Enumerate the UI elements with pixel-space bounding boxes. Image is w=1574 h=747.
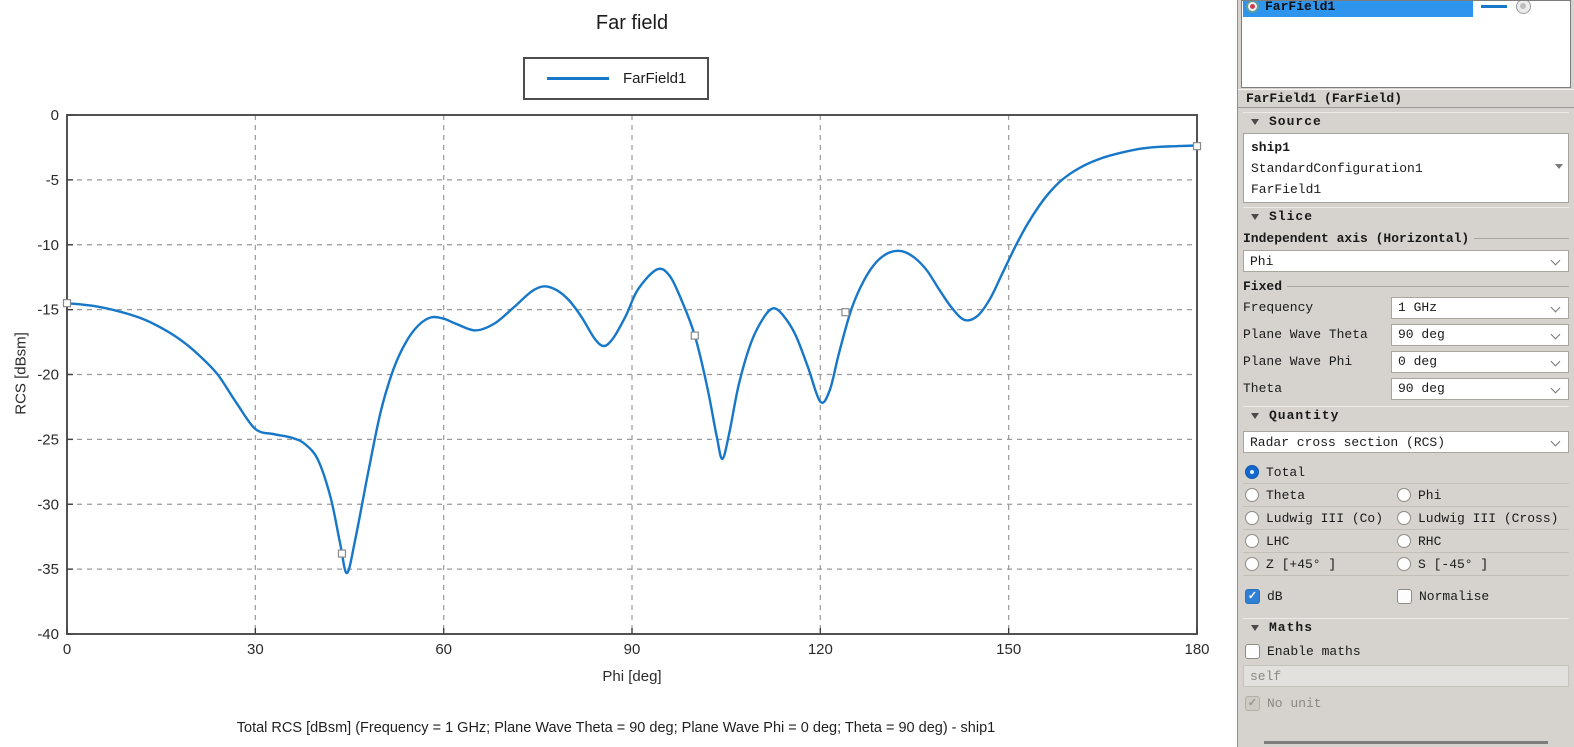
svg-text:150: 150 [996,641,1021,658]
svg-text:-10: -10 [37,237,59,254]
radio-icon[interactable] [1245,557,1259,571]
checkbox-icon [1245,696,1260,711]
source-configuration: StandardConfiguration1 [1251,161,1423,176]
radio-lhc[interactable]: LHC [1243,534,1397,549]
fixed-row-frequency: Frequency 1 GHz [1243,294,1569,321]
legend-line-sample [547,77,609,80]
radio-s-minus45[interactable]: S [-45° ] [1397,557,1488,572]
frequency-select[interactable]: 1 GHz [1391,296,1569,319]
properties-title: FarField1 (FarField) [1238,89,1574,108]
legend: FarField1 [523,57,709,100]
checkbox-icon[interactable] [1397,588,1412,604]
chart-title: Far field [595,12,669,34]
farfield-plot: 0 30 60 90 120 150 180 0 -5 -10 -15 -20 -25 -30 -35 -40 [37,107,1209,658]
svg-text:-5: -5 [46,172,59,189]
radio-ludwig-cross[interactable]: Ludwig III (Cross) [1397,511,1558,526]
plane-wave-theta-select[interactable]: 90 deg [1391,323,1569,346]
svg-text:120: 120 [808,641,833,658]
trace-color-swatch [1481,5,1507,8]
svg-text:-30: -30 [37,496,59,513]
radio-icon[interactable] [1397,488,1411,502]
collapse-triangle-icon[interactable] [1251,213,1259,220]
fixed-row-plane-wave-theta: Plane Wave Theta 90 deg [1243,321,1569,348]
farfield-result-icon [1246,1,1259,13]
selected-row-highlight[interactable]: FarField1 [1243,0,1473,17]
checkbox-no-unit: No unit [1243,693,1569,714]
fixed-row-theta: Theta 90 deg [1243,375,1569,402]
radio-rhc[interactable]: RHC [1397,534,1441,549]
source-dropdown-arrow-icon[interactable] [1555,164,1563,169]
radio-z-plus45[interactable]: Z [+45° ] [1243,557,1397,572]
radio-icon[interactable] [1245,465,1259,479]
section-maths[interactable]: Maths [1243,618,1569,636]
checkbox-db[interactable]: dB [1243,588,1397,604]
svg-text:30: 30 [247,641,264,658]
radio-theta[interactable]: Theta [1243,488,1397,503]
chart-region: 0 30 60 90 120 150 180 0 -5 -10 -15 -20 -25 -30 -35 -40… [12,12,1210,736]
checkbox-enable-maths[interactable]: Enable maths [1243,641,1569,662]
visibility-eye-icon[interactable] [1516,1,1531,14]
fixed-row-plane-wave-phi: Plane Wave Phi 0 deg [1243,348,1569,375]
svg-text:0: 0 [51,107,59,124]
legend-label: FarField1 [623,70,687,87]
radio-icon[interactable] [1397,534,1411,548]
radio-total[interactable]: Total [1243,465,1397,480]
plot-caption: Total RCS [dBsm] (Frequency = 1 GHz; Pla… [236,720,996,736]
quantity-check-row: dB Normalise [1243,585,1569,607]
source-selector[interactable]: ship1 StandardConfiguration1 FarField1 [1243,133,1569,203]
result-list[interactable]: FarField1 [1241,0,1571,88]
result-properties-panel: FarField1 FarField1 (FarField) Source sh… [1237,0,1574,747]
svg-text:-25: -25 [37,431,59,448]
radio-icon[interactable] [1245,534,1259,548]
properties-body: Source ship1 StandardConfiguration1 FarF… [1238,108,1574,714]
svg-text:180: 180 [1184,641,1209,658]
section-slice[interactable]: Slice [1243,207,1569,225]
maths-expression-input[interactable]: self [1243,665,1569,687]
source-request: FarField1 [1251,182,1322,197]
panel-splitter-handle[interactable] [1264,741,1548,744]
theta-select[interactable]: 90 deg [1391,377,1569,400]
radio-ludwig-co[interactable]: Ludwig III (Co) [1243,511,1397,526]
collapse-triangle-icon[interactable] [1251,118,1259,125]
x-axis-label: Phi [deg] [602,668,662,685]
y-axis-label: RCS [dBsm] [12,332,30,415]
svg-text:-40: -40 [37,626,59,643]
radio-icon[interactable] [1397,557,1411,571]
section-source[interactable]: Source [1243,112,1569,130]
radio-phi[interactable]: Phi [1397,488,1441,503]
checkbox-icon[interactable] [1245,644,1260,659]
svg-text:-35: -35 [37,561,59,578]
result-list-item-farfield1[interactable]: FarField1 [1243,0,1569,17]
svg-text:-15: -15 [37,302,59,319]
section-quantity[interactable]: Quantity [1243,406,1569,424]
quantity-radio-group: Total Theta Phi Ludwig III (Co) [1243,461,1569,576]
svg-text:90: 90 [624,641,641,658]
checkbox-normalise[interactable]: Normalise [1397,588,1489,604]
collapse-triangle-icon[interactable] [1251,412,1259,419]
radio-icon[interactable] [1245,511,1259,525]
quantity-select[interactable]: Radar cross section (RCS) [1243,431,1569,453]
radio-icon[interactable] [1245,488,1259,502]
svg-text:0: 0 [63,641,71,658]
checkbox-icon[interactable] [1245,588,1260,604]
svg-text:60: 60 [435,641,452,658]
independent-axis-group-label: Independent axis (Horizontal) [1243,230,1569,246]
result-item-label: FarField1 [1265,0,1336,14]
independent-axis-select[interactable]: Phi [1243,250,1569,272]
source-model: ship1 [1251,140,1291,155]
plane-wave-phi-select[interactable]: 0 deg [1391,350,1569,373]
radio-icon[interactable] [1397,511,1411,525]
collapse-triangle-icon[interactable] [1251,624,1259,631]
fixed-group-label: Fixed [1243,278,1569,294]
svg-text:-20: -20 [37,367,59,384]
